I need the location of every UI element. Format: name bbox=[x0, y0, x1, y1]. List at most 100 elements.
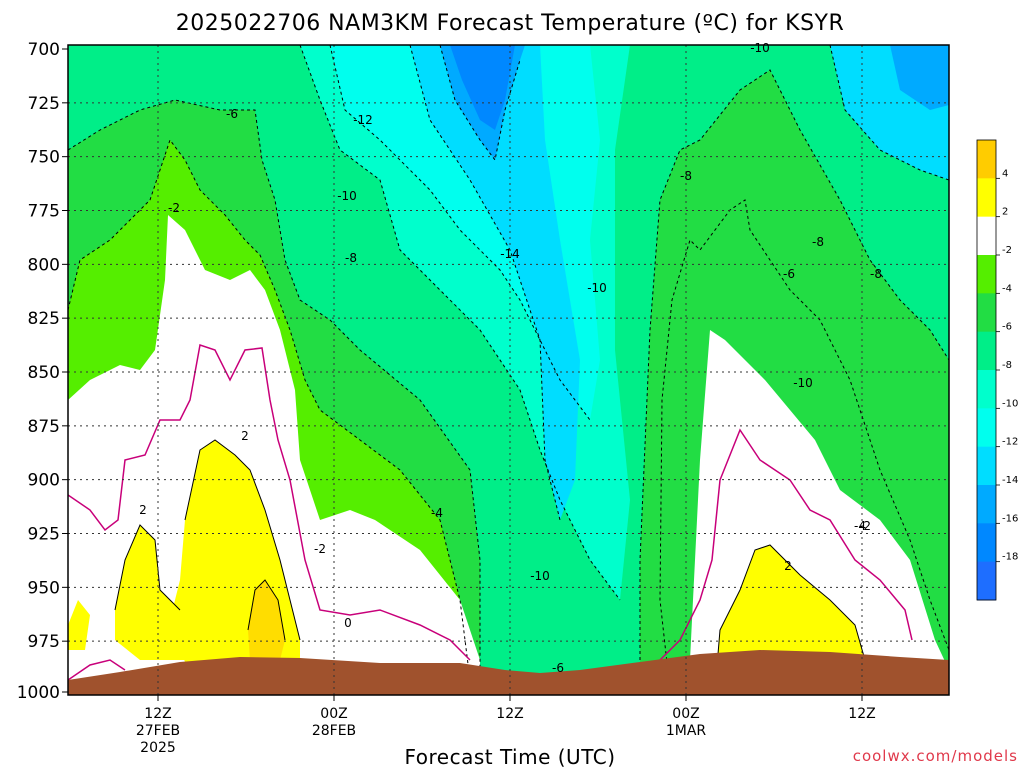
colorbar-label: -4 bbox=[1002, 283, 1012, 294]
fill-band-white-left bbox=[68, 215, 480, 690]
contour-label: -10 bbox=[750, 41, 770, 55]
contour-label: -4 bbox=[431, 506, 443, 520]
contour-minus12-right bbox=[829, 45, 949, 181]
fill-band-minus12-to-minus14 bbox=[410, 45, 580, 520]
contour-label: -8 bbox=[812, 235, 824, 249]
freezing-line-left bbox=[68, 344, 471, 661]
fill-band-yellow-edge bbox=[68, 600, 90, 650]
terrain bbox=[68, 650, 949, 695]
contour-label: -8 bbox=[870, 267, 882, 281]
x-axis-label: Forecast Time (UTC) bbox=[404, 745, 615, 768]
contour-label: -8 bbox=[680, 169, 692, 183]
y-tick-label: 950 bbox=[28, 578, 60, 598]
plot-frame bbox=[67, 44, 950, 696]
x-tick-label: 1MAR bbox=[666, 723, 707, 739]
plot-area bbox=[68, 45, 949, 695]
contour-labels: -6 -12-10-10-8-2-8 -14-10-8-6 -8-10-422-2-4… bbox=[139, 41, 882, 675]
y-tick-label: 775 bbox=[28, 202, 60, 222]
credit-annotation: coolwx.com/models bbox=[853, 747, 1018, 765]
colorbar-label: -14 bbox=[1002, 475, 1018, 486]
contour-label: -10 bbox=[337, 189, 357, 203]
fill-band-white-right bbox=[660, 330, 949, 690]
y-tick-label: 825 bbox=[28, 309, 60, 329]
freezing-lines bbox=[68, 344, 913, 681]
colorbar-swatch bbox=[977, 370, 996, 409]
y-axis: 700 725 750 775 800 825 850 875 900 925 950 975 1000 bbox=[17, 40, 68, 703]
contour-label: -10 bbox=[587, 281, 607, 295]
contour-label: 0 bbox=[344, 616, 352, 630]
contour-2-right bbox=[714, 544, 866, 691]
colorbar-label: -2 bbox=[1002, 245, 1012, 256]
colorbar-swatch bbox=[977, 408, 996, 448]
y-tick-label: 750 bbox=[28, 148, 60, 168]
contour-label: -2 bbox=[168, 201, 180, 215]
freezing-line-bottom-left bbox=[68, 659, 126, 681]
colorbar: 4 2 -2 -4 -6 -8 -10 -12 -14 -16 -18 bbox=[976, 139, 1018, 601]
contour-label: -6 bbox=[226, 107, 238, 121]
y-tick-label: 925 bbox=[28, 525, 60, 545]
contour-label: -6 bbox=[552, 661, 564, 675]
contour-label: 2 bbox=[784, 559, 792, 573]
solid-contours bbox=[114, 439, 866, 691]
contour-minus6 bbox=[68, 99, 481, 680]
y-tick-label: 725 bbox=[28, 94, 60, 114]
contour-minus14 bbox=[439, 45, 521, 162]
x-tick-label: 27FEB bbox=[136, 723, 180, 739]
contour-label: -2 bbox=[859, 519, 871, 533]
contour-label: -12 bbox=[353, 113, 373, 127]
y-tick-label: 900 bbox=[28, 471, 60, 491]
contour-minus8 bbox=[299, 45, 621, 601]
contour-label: -2 bbox=[314, 542, 326, 556]
x-tick-label: 12Z bbox=[848, 706, 875, 722]
x-tick-label: 28FEB bbox=[312, 723, 356, 739]
contour-minus10 bbox=[329, 45, 591, 421]
contour-label: -10 bbox=[530, 569, 550, 583]
colorbar-label: 4 bbox=[1002, 168, 1008, 179]
y-tick-label: 700 bbox=[28, 40, 60, 60]
colorbar-swatch bbox=[977, 293, 996, 333]
colorbar-label: -12 bbox=[1002, 437, 1018, 448]
contour-label: 2 bbox=[241, 429, 249, 443]
contour-label: -10 bbox=[793, 376, 813, 390]
contour-label: 2 bbox=[139, 503, 147, 517]
colorbar-label: -8 bbox=[1002, 360, 1012, 371]
freezing-line-right bbox=[659, 428, 913, 661]
contour-label: -14 bbox=[500, 247, 520, 261]
colorbar-swatch bbox=[977, 331, 996, 371]
chart-title: 2025022706 NAM3KM Forecast Temperature (… bbox=[176, 11, 845, 36]
contour-2-left bbox=[184, 439, 301, 641]
contour-minus10-right bbox=[639, 69, 949, 690]
x-tick-label: 2025 bbox=[140, 740, 176, 756]
colorbar-swatch bbox=[977, 523, 996, 563]
x-tick-label: 00Z bbox=[672, 706, 699, 722]
colorbar-swatch bbox=[977, 561, 996, 601]
contour-2-left-small bbox=[114, 524, 181, 611]
colorbar-label: -16 bbox=[1002, 513, 1018, 524]
x-tick-label: 00Z bbox=[320, 706, 347, 722]
colorbar-swatch bbox=[977, 255, 996, 294]
colorbar-swatch bbox=[977, 485, 996, 524]
grid bbox=[68, 45, 949, 695]
contour-4-left bbox=[247, 579, 286, 641]
y-tick-label: 800 bbox=[28, 255, 60, 275]
contour-label: -4 bbox=[854, 519, 866, 533]
y-tick-label: 975 bbox=[28, 632, 60, 652]
y-tick-label: 875 bbox=[28, 417, 60, 437]
x-tick-label: 12Z bbox=[144, 706, 171, 722]
colorbar-label: -10 bbox=[1002, 398, 1018, 409]
colorbar-label: -6 bbox=[1002, 322, 1012, 333]
fill-band-colder-topright bbox=[890, 45, 949, 110]
contour-label: -6 bbox=[783, 267, 795, 281]
colorbar-label: -18 bbox=[1002, 552, 1018, 563]
temperature-fills bbox=[68, 45, 949, 690]
colorbar-swatch bbox=[977, 140, 996, 179]
x-tick-label: 12Z bbox=[496, 706, 523, 722]
fill-band-minus16-to-minus18 bbox=[450, 45, 515, 130]
y-tick-label: 850 bbox=[28, 363, 60, 383]
y-tick-label: 1000 bbox=[17, 683, 60, 703]
colorbar-swatch bbox=[977, 216, 996, 256]
colorbar-swatch bbox=[977, 178, 996, 218]
fill-band-gold-left bbox=[248, 580, 285, 660]
contour-minus4-right bbox=[659, 199, 949, 691]
